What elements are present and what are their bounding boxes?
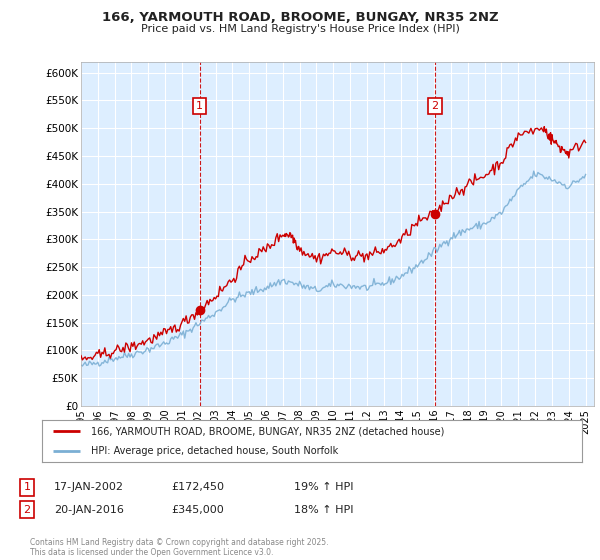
Text: £172,450: £172,450	[171, 482, 224, 492]
Text: 17-JAN-2002: 17-JAN-2002	[54, 482, 124, 492]
Text: 166, YARMOUTH ROAD, BROOME, BUNGAY, NR35 2NZ: 166, YARMOUTH ROAD, BROOME, BUNGAY, NR35…	[101, 11, 499, 24]
Text: 19% ↑ HPI: 19% ↑ HPI	[294, 482, 353, 492]
Text: 1: 1	[23, 482, 31, 492]
Text: £345,000: £345,000	[171, 505, 224, 515]
Text: Price paid vs. HM Land Registry's House Price Index (HPI): Price paid vs. HM Land Registry's House …	[140, 24, 460, 34]
Text: Contains HM Land Registry data © Crown copyright and database right 2025.
This d: Contains HM Land Registry data © Crown c…	[30, 538, 329, 557]
Text: 2: 2	[23, 505, 31, 515]
Text: 20-JAN-2016: 20-JAN-2016	[54, 505, 124, 515]
Text: 18% ↑ HPI: 18% ↑ HPI	[294, 505, 353, 515]
Text: 2: 2	[431, 101, 439, 111]
Text: 1: 1	[196, 101, 203, 111]
Text: HPI: Average price, detached house, South Norfolk: HPI: Average price, detached house, Sout…	[91, 446, 338, 456]
Text: 166, YARMOUTH ROAD, BROOME, BUNGAY, NR35 2NZ (detached house): 166, YARMOUTH ROAD, BROOME, BUNGAY, NR35…	[91, 426, 444, 436]
